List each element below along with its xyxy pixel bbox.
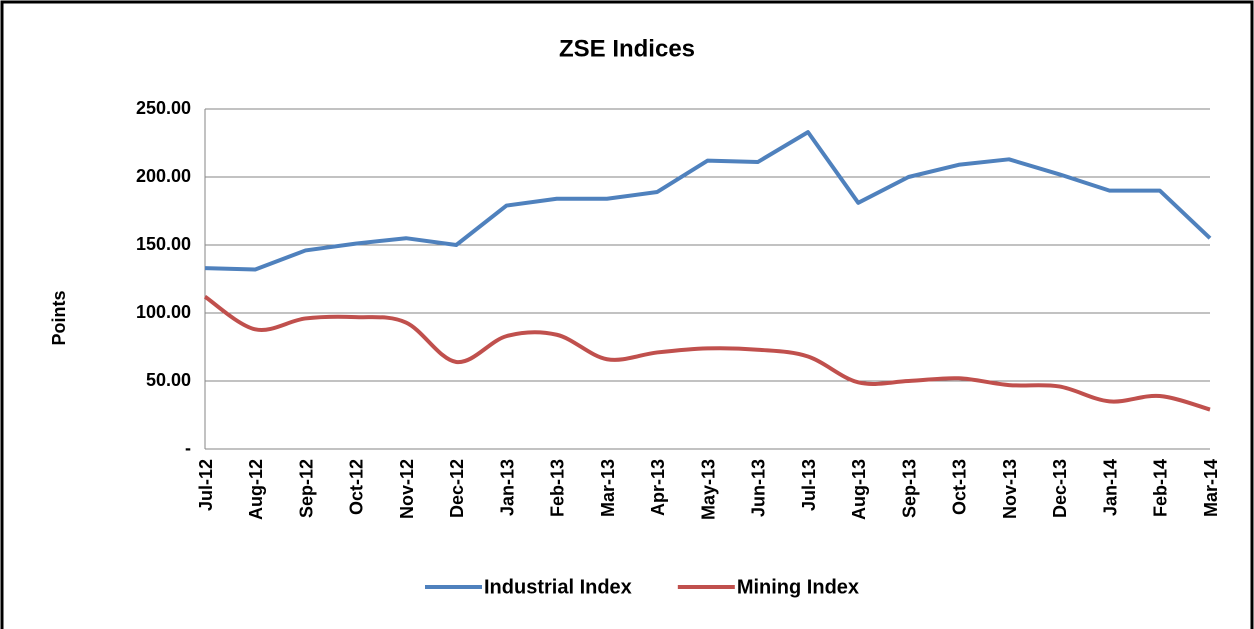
y-tick-label: 100.00 — [136, 302, 191, 322]
chart-title: ZSE Indices — [559, 35, 695, 62]
x-tick-label: Sep-12 — [296, 459, 316, 518]
x-tick-label: Jan-14 — [1100, 459, 1120, 516]
x-tick-label: Oct-13 — [950, 459, 970, 515]
x-tick-label: Dec-12 — [447, 459, 467, 518]
y-tick-label: 150.00 — [136, 234, 191, 254]
y-tick-label: 200.00 — [136, 166, 191, 186]
x-tick-label: Feb-14 — [1151, 459, 1171, 517]
x-tick-label: Mar-14 — [1201, 459, 1221, 517]
x-tick-label: Nov-13 — [1000, 459, 1020, 519]
legend-label: Industrial Index — [484, 576, 632, 598]
y-tick-label: - — [185, 438, 191, 458]
x-tick-label: May-13 — [698, 459, 718, 520]
x-tick-label: Jul-12 — [196, 459, 216, 511]
x-tick-label: Sep-13 — [899, 459, 919, 518]
y-axis-label: Points — [49, 290, 69, 345]
x-tick-label: Aug-13 — [849, 459, 869, 520]
x-tick-label: Oct-12 — [347, 459, 367, 515]
x-tick-label: Mar-13 — [598, 459, 618, 517]
x-tick-label: Aug-12 — [246, 459, 266, 520]
legend-label: Mining Index — [737, 576, 859, 598]
x-tick-label: Dec-13 — [1050, 459, 1070, 518]
y-tick-label: 50.00 — [146, 370, 191, 390]
series-line — [204, 130, 1212, 272]
series-line — [203, 295, 1211, 412]
x-tick-label: Jun-13 — [749, 459, 769, 517]
y-tick-label: 250.00 — [136, 98, 191, 118]
x-tick-label: Jan-13 — [497, 459, 517, 516]
x-tick-label: Jul-13 — [799, 459, 819, 511]
x-tick-label: Apr-13 — [648, 459, 668, 516]
x-tick-label: Feb-13 — [548, 459, 568, 517]
x-tick-label: Nov-12 — [397, 459, 417, 519]
